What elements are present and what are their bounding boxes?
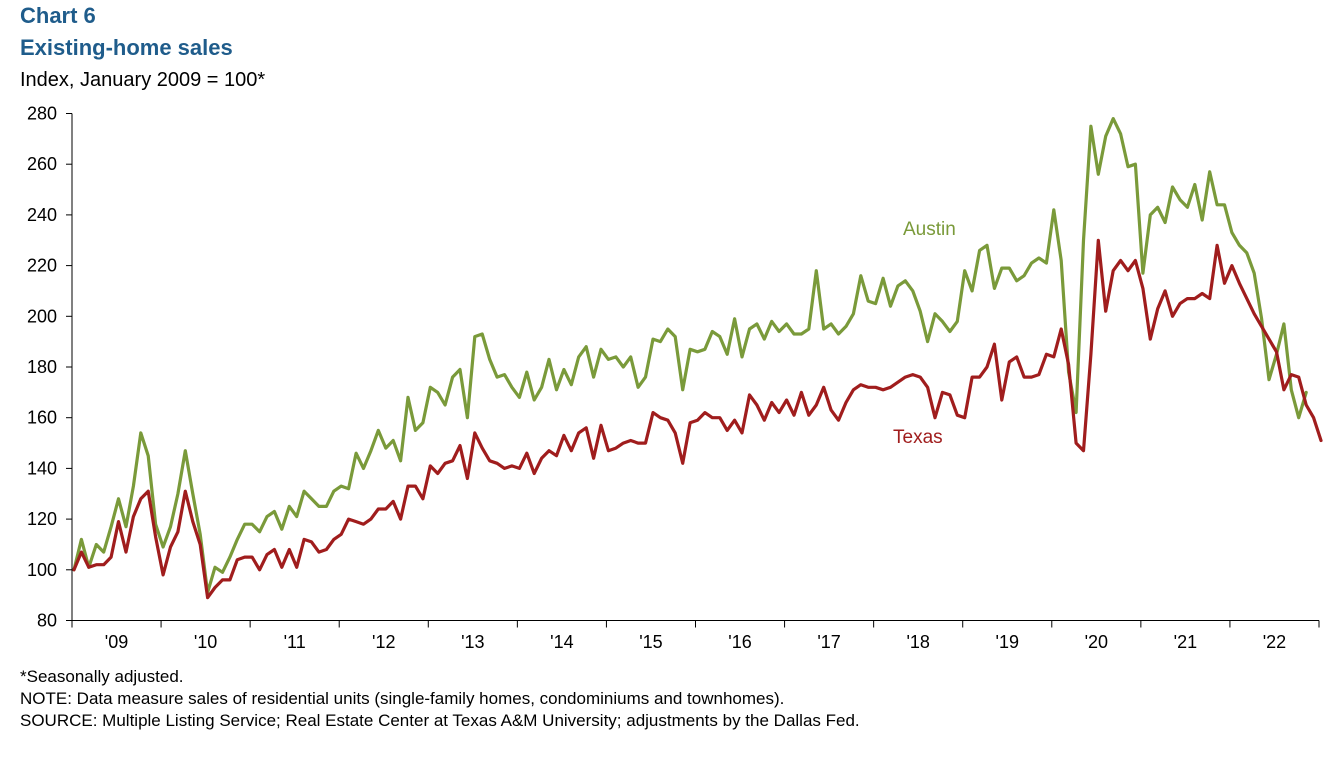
chart-title: Existing-home sales (20, 35, 233, 60)
footnote: *Seasonally adjusted. (20, 667, 184, 686)
x-tick-label: '16 (728, 632, 751, 652)
note-text: NOTE: Data measure sales of residential … (20, 689, 785, 708)
source-text: SOURCE: Multiple Listing Service; Real E… (20, 711, 860, 730)
x-tick-label: '11 (284, 632, 306, 652)
y-tick-label: 220 (27, 256, 57, 276)
austin-series-label: Austin (903, 219, 956, 240)
x-tick-label: '20 (1085, 632, 1108, 652)
texas-series-label: Texas (893, 427, 943, 448)
y-tick-label: 100 (27, 560, 57, 580)
chart-number: Chart 6 (20, 3, 96, 28)
chart-subtitle: Index, January 2009 = 100* (20, 69, 266, 91)
x-tick-label: '10 (194, 632, 217, 652)
x-tick-label: '09 (105, 632, 128, 652)
x-tick-label: '17 (817, 632, 840, 652)
austin-series-line (72, 116, 1308, 595)
y-tick-label: 240 (27, 205, 57, 225)
x-tick-label: '15 (639, 632, 662, 652)
y-axis: 80 100 120 140 160 180 200 220 240 260 280 (27, 104, 73, 631)
y-tick-label: 80 (37, 611, 57, 631)
x-tick-label: '14 (550, 632, 573, 652)
series-lines (72, 116, 1323, 600)
texas-series-line (72, 238, 1323, 600)
y-tick-label: 140 (27, 458, 57, 478)
y-tick-label: 260 (27, 154, 57, 174)
y-tick-label: 200 (27, 306, 57, 326)
y-tick-label: 160 (27, 408, 57, 428)
x-axis: '09 '10 '11 '12 '13 '14 '15 '16 '17 '18 '19 '20 '21 '… (71, 620, 1320, 652)
x-tick-label: '21 (1174, 632, 1197, 652)
x-tick-label: '13 (461, 632, 484, 652)
x-tick-label: '22 (1263, 632, 1286, 652)
y-tick-label: 120 (27, 509, 57, 529)
x-tick-label: '19 (996, 632, 1019, 652)
x-tick-label: '18 (906, 632, 929, 652)
y-tick-label: 280 (27, 104, 57, 124)
y-tick-label: 180 (27, 357, 57, 377)
x-tick-label: '12 (372, 632, 395, 652)
chart-notes: *Seasonally adjusted. NOTE: Data measure… (20, 666, 860, 732)
